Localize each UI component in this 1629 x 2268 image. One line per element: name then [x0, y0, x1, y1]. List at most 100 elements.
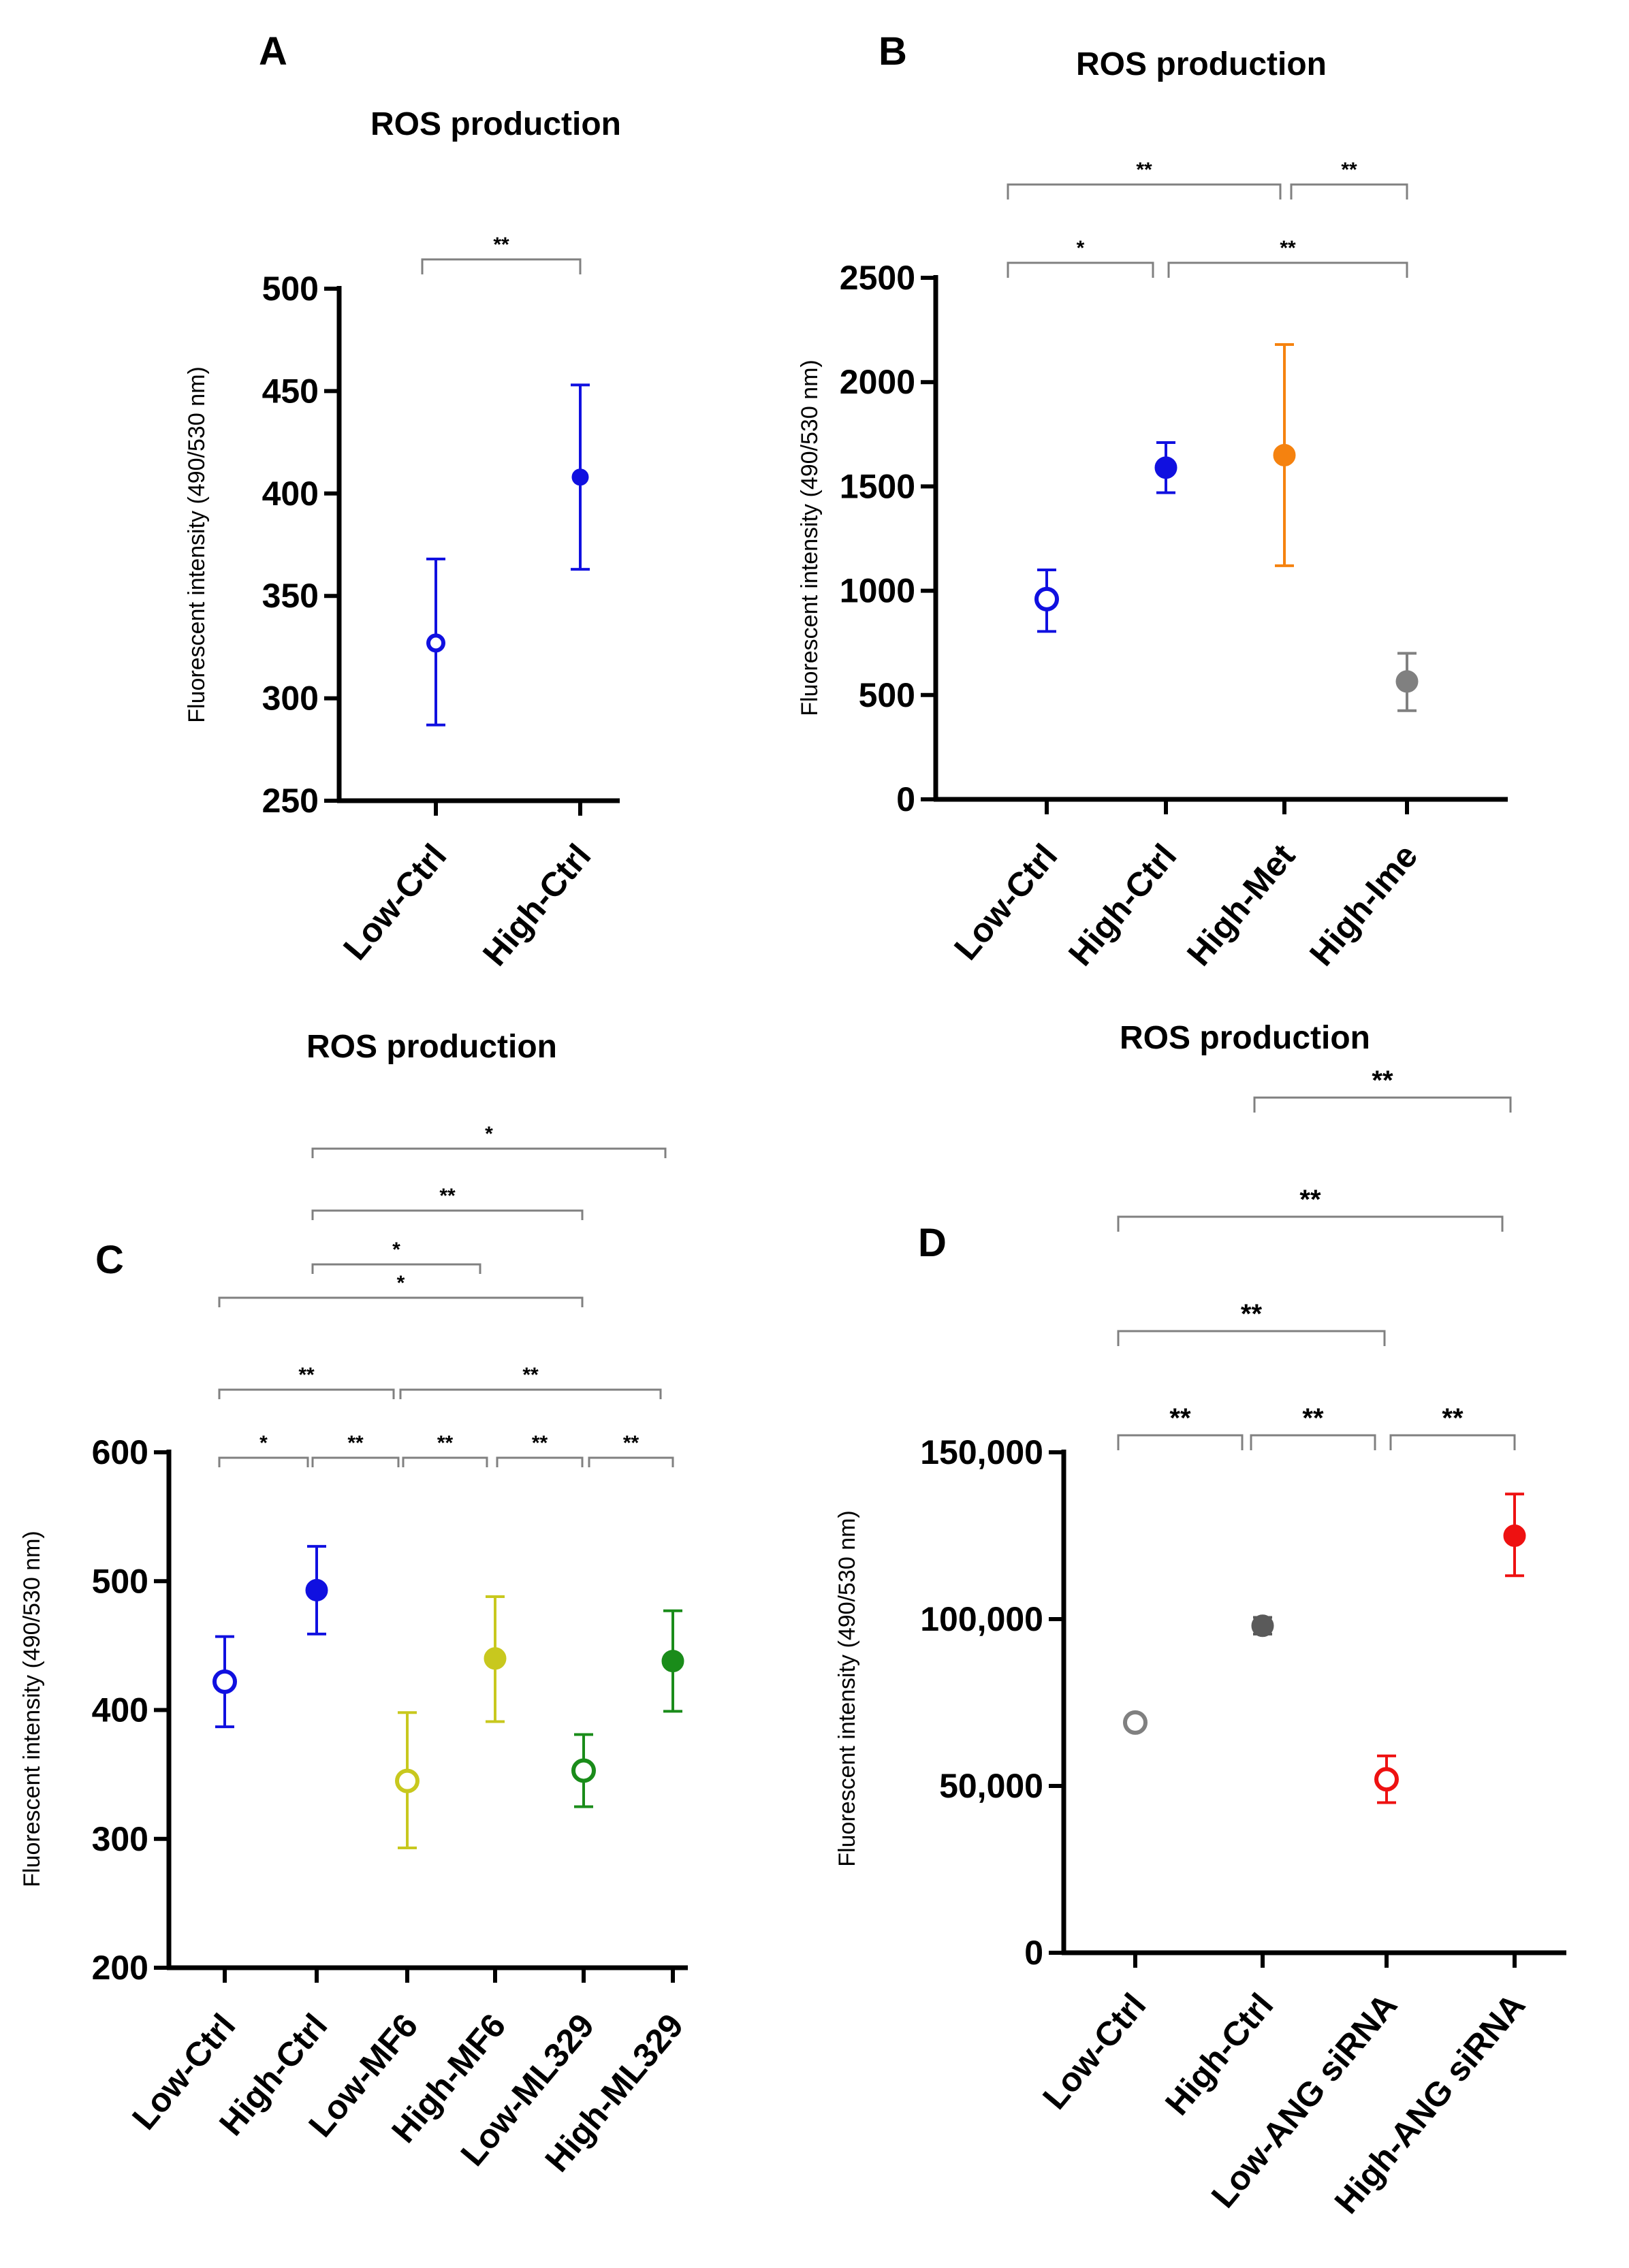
significance-label: ** [1136, 159, 1152, 181]
data-point-high-ctrl [1154, 441, 1177, 494]
data-point-low-ctrl [212, 1635, 237, 1729]
bracket-line [1389, 1434, 1516, 1450]
significance-bracket: ** [402, 1432, 488, 1467]
y-tick-label: 250 [262, 782, 319, 820]
data-marker [1154, 456, 1177, 479]
significance-label: ** [1169, 1403, 1191, 1433]
y-tick-label: 300 [262, 680, 319, 718]
y-tick-label: 500 [859, 676, 915, 714]
data-point-high-ang-sirna [1503, 1492, 1526, 1578]
significance-label: ** [347, 1432, 364, 1454]
significance-bracket: ** [218, 1364, 395, 1399]
y-tick-label: 400 [262, 475, 319, 513]
bracket-line [399, 1388, 662, 1399]
significance-bracket: * [311, 1123, 667, 1158]
bracket-line [1007, 261, 1154, 278]
panel-letter: C [95, 1238, 124, 1282]
bracket-line [1253, 1096, 1512, 1113]
significance-bracket: * [218, 1432, 309, 1467]
significance-bracket: ** [1253, 1066, 1512, 1113]
chart-title: ROS production [1120, 1020, 1370, 1056]
panel-b: B ROS production Fluorescent intensity (49… [797, 29, 1508, 973]
significance-bracket: ** [1167, 237, 1408, 278]
panel-letter: D [918, 1221, 947, 1265]
significance-bracket: ** [1250, 1403, 1376, 1450]
significance-label: ** [437, 1432, 454, 1454]
y-tick-label: 500 [92, 1562, 148, 1600]
significance-label: ** [439, 1185, 456, 1207]
data-point-high-met [1273, 343, 1296, 567]
y-tick-label: 0 [896, 780, 915, 818]
significance-label: * [392, 1239, 400, 1261]
bracket-line [1290, 183, 1408, 199]
data-marker [1374, 1767, 1399, 1792]
data-marker [212, 1669, 237, 1694]
y-tick-label: 600 [92, 1433, 148, 1471]
panel-a: A ROS production Fluorescent intensity (49… [184, 29, 621, 973]
significance-bracket: ** [588, 1432, 674, 1467]
bracket-line [1117, 1215, 1504, 1232]
significance-label: * [397, 1272, 405, 1294]
chart-title: ROS production [306, 1029, 557, 1065]
bracket-line [218, 1296, 584, 1307]
panel-d: D ROS production Fluorescent intensity (49… [834, 1020, 1566, 2221]
significance-bracket: ** [1389, 1403, 1516, 1450]
x-category-label: Low-Ctrl [336, 837, 454, 967]
bracket-line [218, 1388, 395, 1399]
bracket-line [1007, 183, 1282, 199]
bracket-line [496, 1456, 584, 1467]
significance-label: * [1077, 237, 1085, 259]
significance-bracket: * [1007, 237, 1154, 278]
data-point-high-ime [1395, 652, 1419, 712]
x-category-label: High-Ime [1302, 837, 1425, 973]
y-tick-label: 100,000 [920, 1600, 1043, 1638]
data-marker [661, 1650, 684, 1673]
data-marker [1123, 1710, 1148, 1735]
significance-bracket: ** [496, 1432, 584, 1467]
y-axis-label: Fluorescent intensity (490/530 nm) [797, 360, 823, 716]
significance-label: ** [623, 1432, 639, 1454]
y-tick-label: 2500 [840, 259, 915, 297]
significance-bracket: ** [399, 1364, 662, 1399]
y-tick-label: 1500 [840, 467, 915, 505]
data-marker [395, 1768, 420, 1793]
significance-label: ** [532, 1432, 548, 1454]
data-point-high-mf6 [484, 1595, 507, 1723]
bracket-line [402, 1456, 488, 1467]
data-marker [571, 468, 589, 486]
significance-label: ** [1302, 1403, 1324, 1433]
significance-label: ** [1442, 1403, 1464, 1433]
x-category-label: High-Met [1180, 837, 1303, 973]
significance-label: * [485, 1123, 493, 1145]
bracket-line [311, 1263, 481, 1274]
data-point-low-ctrl [426, 558, 445, 726]
bracket-line [1167, 261, 1408, 278]
bracket-line [311, 1147, 667, 1158]
bracket-line [311, 1209, 584, 1220]
data-marker [1273, 443, 1296, 466]
data-point-low-ctrl [1123, 1710, 1148, 1735]
bracket-line [588, 1456, 674, 1467]
significance-label: ** [522, 1364, 539, 1386]
significance-bracket: ** [1117, 1299, 1386, 1346]
x-category-label: High-Ctrl [1158, 1986, 1280, 2122]
y-axis-label: Fluorescent intensity (490/530 nm) [834, 1510, 860, 1866]
bracket-line [218, 1456, 309, 1467]
x-category-label: Low-Ctrl [947, 837, 1064, 967]
data-point-high-ctrl [305, 1545, 328, 1635]
y-tick-label: 150,000 [920, 1433, 1043, 1471]
data-point-low-ml329 [571, 1733, 596, 1808]
panel-letter: B [879, 29, 907, 74]
x-category-label: High-Ctrl [475, 837, 598, 973]
x-category-label: High-Ctrl [1061, 837, 1184, 973]
y-tick-label: 1000 [840, 572, 915, 610]
significance-bracket: * [311, 1239, 481, 1274]
data-marker [484, 1647, 507, 1670]
data-point-high-ctrl [571, 383, 590, 571]
significance-bracket: ** [1290, 159, 1408, 199]
data-marker [1251, 1614, 1274, 1638]
data-marker [426, 633, 445, 653]
significance-bracket: * [218, 1272, 584, 1307]
data-point-low-mf6 [395, 1711, 420, 1849]
